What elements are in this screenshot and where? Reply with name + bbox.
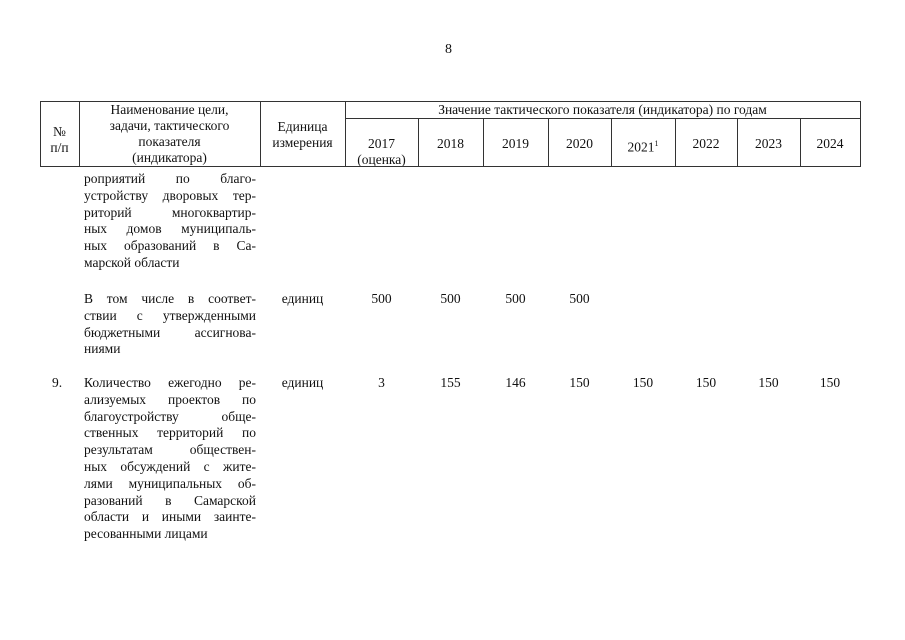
description-line: ропри­ятий по благо- (84, 171, 256, 186)
header-year-2017: 2017 (оценка) (345, 136, 418, 168)
row-number: 9. (52, 375, 63, 390)
value-cell: 150 (569, 375, 590, 390)
indicator-description: ропри­ятий по благо-устройству дворовых … (84, 171, 256, 272)
value-cell: 500 (505, 291, 526, 306)
column-divider (418, 118, 419, 167)
column-divider (40, 101, 41, 167)
value-cell: 500 (440, 291, 461, 306)
year-note: (оценка) (357, 152, 406, 167)
description-line: устройству дворовых тер- (84, 187, 256, 203)
value-cell: 150 (758, 375, 779, 390)
column-divider (260, 101, 261, 167)
description-line: ных обсуждений с жите- (84, 458, 256, 474)
description-line: области и иными заинте- (84, 509, 256, 525)
header-year: 2018 (418, 136, 483, 152)
value-cell: 500 (371, 291, 392, 306)
description-line: риторий многоквартир- (84, 204, 256, 220)
value-cell: 150 (819, 375, 841, 390)
header-name-line: Наименование цели, (110, 102, 229, 117)
header-year: 20211 (611, 136, 675, 156)
description-line: ных домов муниципаль- (84, 221, 256, 237)
column-divider (860, 101, 861, 167)
year-label: 2024 (816, 136, 844, 151)
year-label: 2020 (566, 136, 593, 151)
footnote-mark: 1 (654, 139, 659, 148)
description-line: результатам обществен- (84, 442, 256, 458)
value-cell: 146 (505, 375, 526, 390)
header-name-line: (индикатора) (132, 150, 207, 165)
header-year: 2024 (800, 136, 860, 152)
description-line: разований в Самарской (84, 492, 256, 508)
year-label: 2018 (437, 136, 464, 151)
header-year: 2023 (737, 136, 800, 152)
column-divider (737, 118, 738, 167)
column-divider (79, 101, 80, 167)
column-divider (483, 118, 484, 167)
year-label: 2023 (755, 136, 782, 151)
description-line: ственных территорий по (84, 425, 256, 441)
header-bottom-border (40, 166, 861, 167)
description-line: ализуемых проектов по (84, 391, 256, 407)
header-unit-line: Единица (277, 119, 328, 134)
column-divider (548, 118, 549, 167)
header-name-line: показателя (138, 134, 201, 149)
description-line: ствии с утвержденными (84, 307, 256, 323)
description-line: благоустройству обще- (84, 408, 256, 424)
value-cell: 155 (440, 375, 461, 390)
header-unit: Единица измерения (260, 119, 345, 151)
header-unit-line: измерения (272, 135, 333, 150)
header-year: 2019 (483, 136, 548, 152)
header-name: Наименование цели, задачи, тактического … (79, 102, 260, 166)
column-divider (800, 118, 801, 167)
description-line: Количество ежегодно ре- (84, 375, 256, 390)
description-line: В том числе в соответ- (84, 291, 256, 306)
year-label: 2022 (692, 136, 720, 151)
column-divider (611, 118, 612, 167)
header-num-line: № (53, 124, 66, 139)
value-cell: 150 (695, 375, 717, 390)
unit-cell: единиц (281, 291, 324, 306)
page-number: 8 (445, 42, 452, 57)
header-year: 2020 (548, 136, 611, 152)
header-name-line: задачи, тактического (109, 118, 230, 133)
unit-cell: единиц (281, 375, 324, 390)
column-divider (345, 101, 346, 167)
value-cell: 3 (378, 375, 385, 390)
year-label: 2017 (368, 136, 395, 151)
header-year: 2022 (675, 136, 737, 152)
description-line: лями муниципальных об- (84, 475, 256, 491)
description-line: ниями (84, 341, 121, 357)
year-label: 2019 (502, 136, 529, 151)
header-num-line: п/п (50, 140, 69, 155)
indicator-description: Количество ежегодно ре-ализуемых проекто… (84, 375, 256, 543)
table-top-border (40, 101, 861, 102)
column-divider (675, 118, 676, 167)
value-cell: 500 (569, 291, 590, 306)
description-line: ресованными лицами (84, 526, 208, 542)
indicator-description: В том числе в соответ-ствии с утвержденн… (84, 291, 256, 358)
header-group: Значение тактического показателя (индика… (438, 102, 767, 117)
year-label: 2021 (627, 139, 655, 155)
description-line: марской области (84, 254, 180, 270)
header-group-divider (345, 118, 861, 119)
description-line: бюджетными ассигнова- (84, 324, 256, 340)
value-cell: 150 (632, 375, 654, 390)
description-line: ных образований в Са- (84, 238, 256, 254)
header-num: № п/п (40, 124, 79, 156)
